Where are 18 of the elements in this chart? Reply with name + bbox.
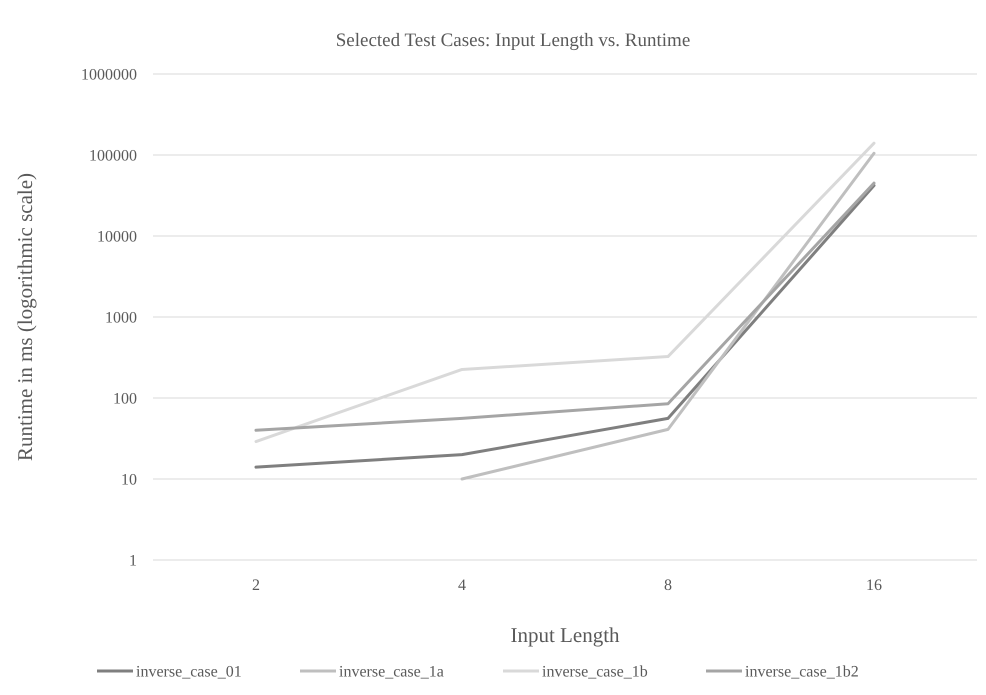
- y-axis-title: Runtime in ms (logorithmic scale): [13, 172, 37, 462]
- x-axis-title: Input Length: [510, 623, 620, 647]
- x-tick-label: 2: [252, 577, 260, 594]
- x-tick-label: 16: [866, 577, 882, 594]
- y-tick-label: 10000: [97, 228, 137, 246]
- chart-title: Selected Test Cases: Input Length vs. Runtime: [336, 30, 690, 51]
- y-tick-label: 100: [113, 390, 137, 408]
- x-tick-label: 8: [664, 577, 672, 594]
- y-tick-label: 10: [121, 472, 137, 489]
- y-tick-label: 1: [129, 552, 137, 570]
- y-tick-label: 1000000: [81, 66, 137, 84]
- y-tick-label: 100000: [89, 148, 137, 165]
- legend-label: inverse_case_01: [136, 664, 242, 681]
- x-tick-label: 4: [458, 577, 466, 594]
- y-tick-label: 1000: [105, 310, 137, 327]
- legend-label: inverse_case_1b: [542, 664, 648, 681]
- legend-label: inverse_case_1a: [339, 664, 444, 681]
- legend-label: inverse_case_1b2: [745, 664, 859, 681]
